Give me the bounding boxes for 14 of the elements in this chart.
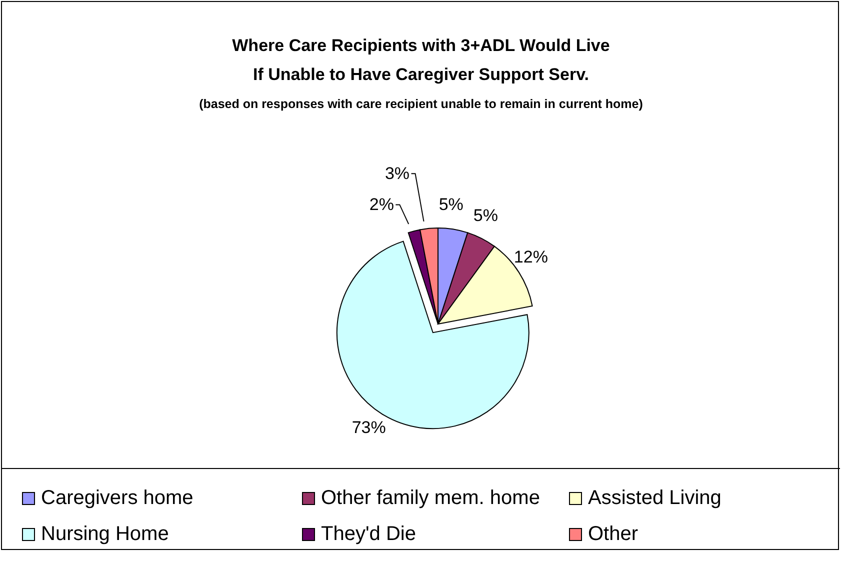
legend-label: Assisted Living [588, 487, 722, 510]
data-label: 12% [514, 247, 548, 266]
chart-subtitle: (based on responses with care recipient unable to remain in current home) [198, 97, 644, 111]
legend-label: Nursing Home [41, 523, 169, 546]
legend-label: Other [588, 523, 638, 546]
legend-label: Caregivers home [41, 487, 194, 510]
data-label: 2% [369, 195, 394, 214]
data-label: 73% [352, 418, 386, 437]
legend-label: Other family mem. home [321, 487, 540, 510]
data-label: 5% [473, 206, 498, 226]
chart-title: Where Care Recipients with 3+ADL Would Live If Unable to Have Caregiver Support Serv. [231, 36, 611, 85]
data-label: 3% [384, 164, 410, 184]
data-label: 5% [438, 194, 464, 214]
legend-label: They'd Die [321, 523, 416, 546]
